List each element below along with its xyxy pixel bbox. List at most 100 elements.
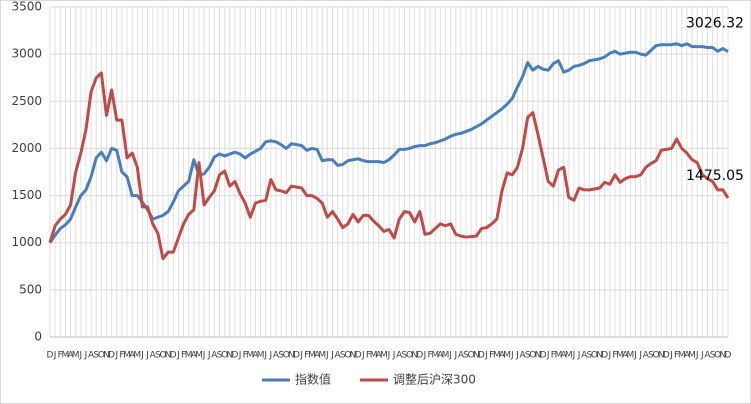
x-tick-label: S xyxy=(710,351,716,361)
x-tick-label: F xyxy=(674,351,679,361)
x-tick-label: J xyxy=(325,351,329,361)
data-label: 1475.05 xyxy=(686,168,744,184)
x-tick-label: O xyxy=(714,351,721,361)
x-tick-label: J xyxy=(330,351,334,361)
x-tick-label: M xyxy=(678,351,686,361)
x-tick-label: N xyxy=(226,351,233,361)
x-tick-label: M xyxy=(62,351,70,361)
x-tick-label: S xyxy=(463,351,469,361)
x-tick-label: J xyxy=(577,351,581,361)
x-tick-label: J xyxy=(84,351,88,361)
data-label: 3026.32 xyxy=(686,16,744,32)
x-tick-label: S xyxy=(93,351,99,361)
x-tick-label: M xyxy=(72,351,80,361)
x-tick-label: J xyxy=(700,351,704,361)
x-tick-label: A xyxy=(211,351,218,361)
x-tick-label: A xyxy=(684,351,691,361)
y-tick-label: 2000 xyxy=(11,141,42,155)
x-tick-label: D xyxy=(663,351,670,361)
x-tick-label: M xyxy=(688,351,696,361)
x-tick-label: O xyxy=(344,351,351,361)
x-tick-label: O xyxy=(406,351,413,361)
x-tick-label: N xyxy=(473,351,480,361)
x-tick-label: J xyxy=(572,351,576,361)
x-tick-label: J xyxy=(202,351,206,361)
x-tick-label: N xyxy=(596,351,603,361)
x-tick-label: F xyxy=(612,351,617,361)
x-tick-label: O xyxy=(221,351,228,361)
x-tick-label: M xyxy=(627,351,635,361)
x-tick-label: M xyxy=(616,351,624,361)
x-tick-label: M xyxy=(308,351,316,361)
x-tick-label: M xyxy=(318,351,326,361)
x-tick-label: O xyxy=(159,351,166,361)
x-tick-label: A xyxy=(458,351,465,361)
x-tick-label: A xyxy=(376,351,383,361)
x-tick-label: D xyxy=(47,351,54,361)
x-tick-label: J xyxy=(510,351,514,361)
x-tick-label: M xyxy=(555,351,563,361)
legend-label: 指数值 xyxy=(295,372,331,387)
x-tick-label: A xyxy=(191,351,198,361)
x-tick-label: A xyxy=(561,351,568,361)
x-tick-label: M xyxy=(503,351,511,361)
x-tick-label: N xyxy=(350,351,357,361)
x-tick-label: A xyxy=(67,351,74,361)
x-tick-label: J xyxy=(361,351,365,361)
x-tick-label: F xyxy=(551,351,556,361)
x-tick-label: J xyxy=(423,351,427,361)
x-tick-label: J xyxy=(638,351,642,361)
x-tick-label: A xyxy=(150,351,157,361)
x-tick-label: N xyxy=(719,351,726,361)
x-tick-label: S xyxy=(525,351,531,361)
x-tick-label: M xyxy=(493,351,501,361)
x-tick-label: J xyxy=(299,351,303,361)
y-tick-label: 1000 xyxy=(11,235,42,249)
x-tick-label: F xyxy=(427,351,432,361)
x-tick-label: A xyxy=(643,351,650,361)
x-tick-label: A xyxy=(704,351,711,361)
x-tick-label: F xyxy=(366,351,371,361)
x-tick-label: D xyxy=(601,351,608,361)
x-tick-label: S xyxy=(402,351,408,361)
x-tick-label: A xyxy=(335,351,342,361)
x-tick-label: F xyxy=(304,351,309,361)
x-tick-label: M xyxy=(565,351,573,361)
x-tick-label: O xyxy=(283,351,290,361)
x-tick-label: N xyxy=(103,351,110,361)
x-tick-label: M xyxy=(442,351,450,361)
x-tick-label: A xyxy=(581,351,588,361)
x-tick-label: M xyxy=(431,351,439,361)
y-tick-label: 3000 xyxy=(11,47,42,61)
x-tick-label: M xyxy=(123,351,131,361)
x-tick-label: J xyxy=(448,351,452,361)
x-tick-label: O xyxy=(529,351,536,361)
x-tick-label: F xyxy=(489,351,494,361)
x-tick-label: J xyxy=(263,351,267,361)
y-tick-label: 0 xyxy=(34,330,42,344)
x-tick-label: F xyxy=(119,351,124,361)
x-tick-label: S xyxy=(340,351,346,361)
x-tick-label: M xyxy=(380,351,388,361)
x-tick-label: D xyxy=(355,351,362,361)
x-tick-label: F xyxy=(58,351,63,361)
x-tick-label: A xyxy=(437,351,444,361)
x-tick-label: D xyxy=(540,351,547,361)
x-tick-label: S xyxy=(217,351,223,361)
x-tick-label: A xyxy=(519,351,526,361)
line-series xyxy=(48,42,729,244)
x-tick-label: D xyxy=(170,351,177,361)
x-tick-label: J xyxy=(207,351,211,361)
x-tick-label: J xyxy=(78,351,82,361)
x-tick-label: J xyxy=(695,351,699,361)
line-series xyxy=(48,71,730,261)
y-tick-label: 2500 xyxy=(11,94,42,108)
x-tick-label: J xyxy=(269,351,273,361)
x-tick-label: J xyxy=(453,351,457,361)
x-tick-label: M xyxy=(257,351,265,361)
x-tick-label: J xyxy=(484,351,488,361)
x-tick-label: N xyxy=(288,351,295,361)
x-tick-label: J xyxy=(140,351,144,361)
x-tick-label: J xyxy=(669,351,673,361)
